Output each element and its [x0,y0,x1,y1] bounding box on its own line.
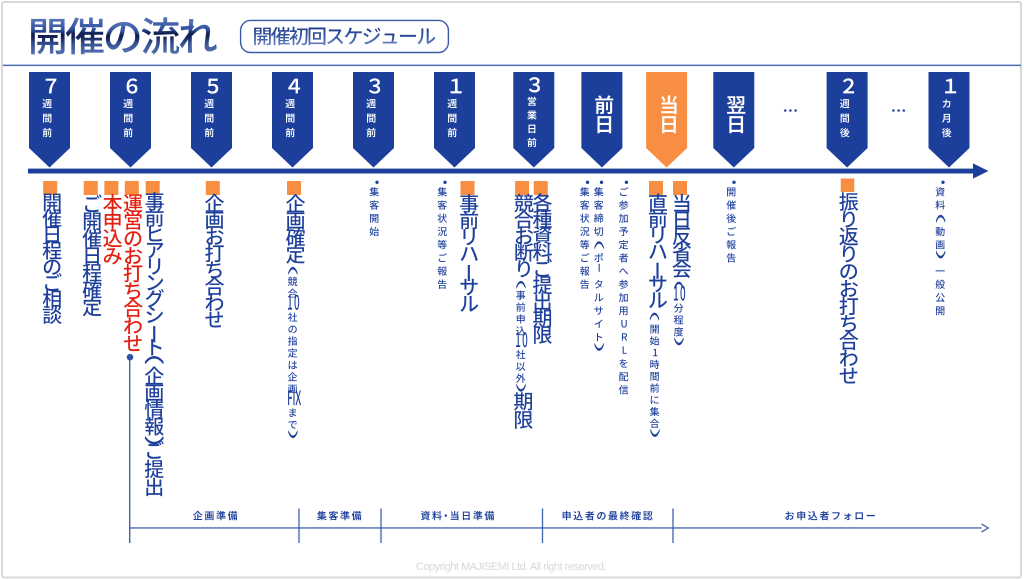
svg-text:Copyright MAJISEMI Ltd. All ri: Copyright MAJISEMI Ltd. All right reserv… [416,561,606,573]
